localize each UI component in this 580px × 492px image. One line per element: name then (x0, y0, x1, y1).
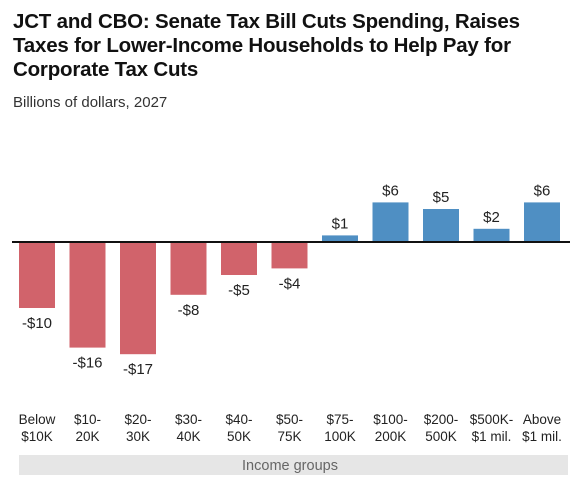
bar-0 (19, 242, 55, 308)
x-tick-label-1-0: $10- (74, 412, 101, 427)
bar-6 (322, 235, 358, 242)
data-label-9: $2 (483, 209, 500, 226)
x-tick-label-3-0: $30- (175, 412, 202, 427)
data-label-5: -$4 (279, 275, 301, 292)
bar-3 (170, 242, 207, 295)
data-label-3: -$8 (178, 302, 200, 319)
data-label-0: -$10 (22, 315, 52, 332)
bar-9 (473, 228, 510, 242)
data-label-7: $6 (382, 182, 399, 199)
x-tick-label-6-0: $75- (326, 412, 353, 427)
x-tick-label-8-0: $200- (424, 412, 459, 427)
x-tick-label-0-1: $10K (21, 429, 53, 444)
x-tick-label-1-1: 20K (75, 429, 99, 444)
x-tick-label-10-1: $1 mil. (522, 429, 562, 444)
x-tick-label-2-1: 30K (126, 429, 150, 444)
x-tick-label-3-1: 40K (176, 429, 200, 444)
bar-7 (372, 202, 409, 242)
bar-10 (524, 202, 560, 242)
chart-subtitle: Billions of dollars, 2027 (13, 94, 168, 111)
x-tick-label-8-1: 500K (425, 429, 457, 444)
x-tick-label-0-0: Below (19, 412, 56, 427)
x-tick-label-4-1: 50K (227, 429, 251, 444)
x-tick-label-7-1: 200K (375, 429, 407, 444)
data-label-4: -$5 (228, 282, 250, 299)
data-label-8: $5 (433, 189, 450, 206)
data-label-6: $1 (332, 215, 349, 232)
bar-1 (69, 242, 106, 348)
bar-2 (120, 242, 156, 355)
x-axis-title: Income groups (242, 458, 338, 474)
x-tick-label-9-0: $500K- (470, 412, 514, 427)
x-tick-label-9-1: $1 mil. (472, 429, 512, 444)
bar-4 (221, 242, 257, 275)
data-label-2: -$17 (123, 361, 153, 378)
bar-8 (423, 209, 459, 242)
chart-title: JCT and CBO: Senate Tax Bill Cuts Spendi… (13, 10, 520, 81)
x-tick-label-6-1: 100K (324, 429, 356, 444)
x-axis-title-band (19, 455, 568, 475)
x-tick-label-2-0: $20- (124, 412, 151, 427)
x-tick-label-5-0: $50- (276, 412, 303, 427)
bar-5 (271, 242, 308, 269)
x-tick-label-4-0: $40- (225, 412, 252, 427)
x-tick-label-10-0: Above (523, 412, 561, 427)
data-label-1: -$16 (72, 355, 102, 372)
x-tick-label-5-1: 75K (277, 429, 301, 444)
x-tick-label-7-0: $100- (373, 412, 408, 427)
data-label-10: $6 (534, 182, 551, 199)
